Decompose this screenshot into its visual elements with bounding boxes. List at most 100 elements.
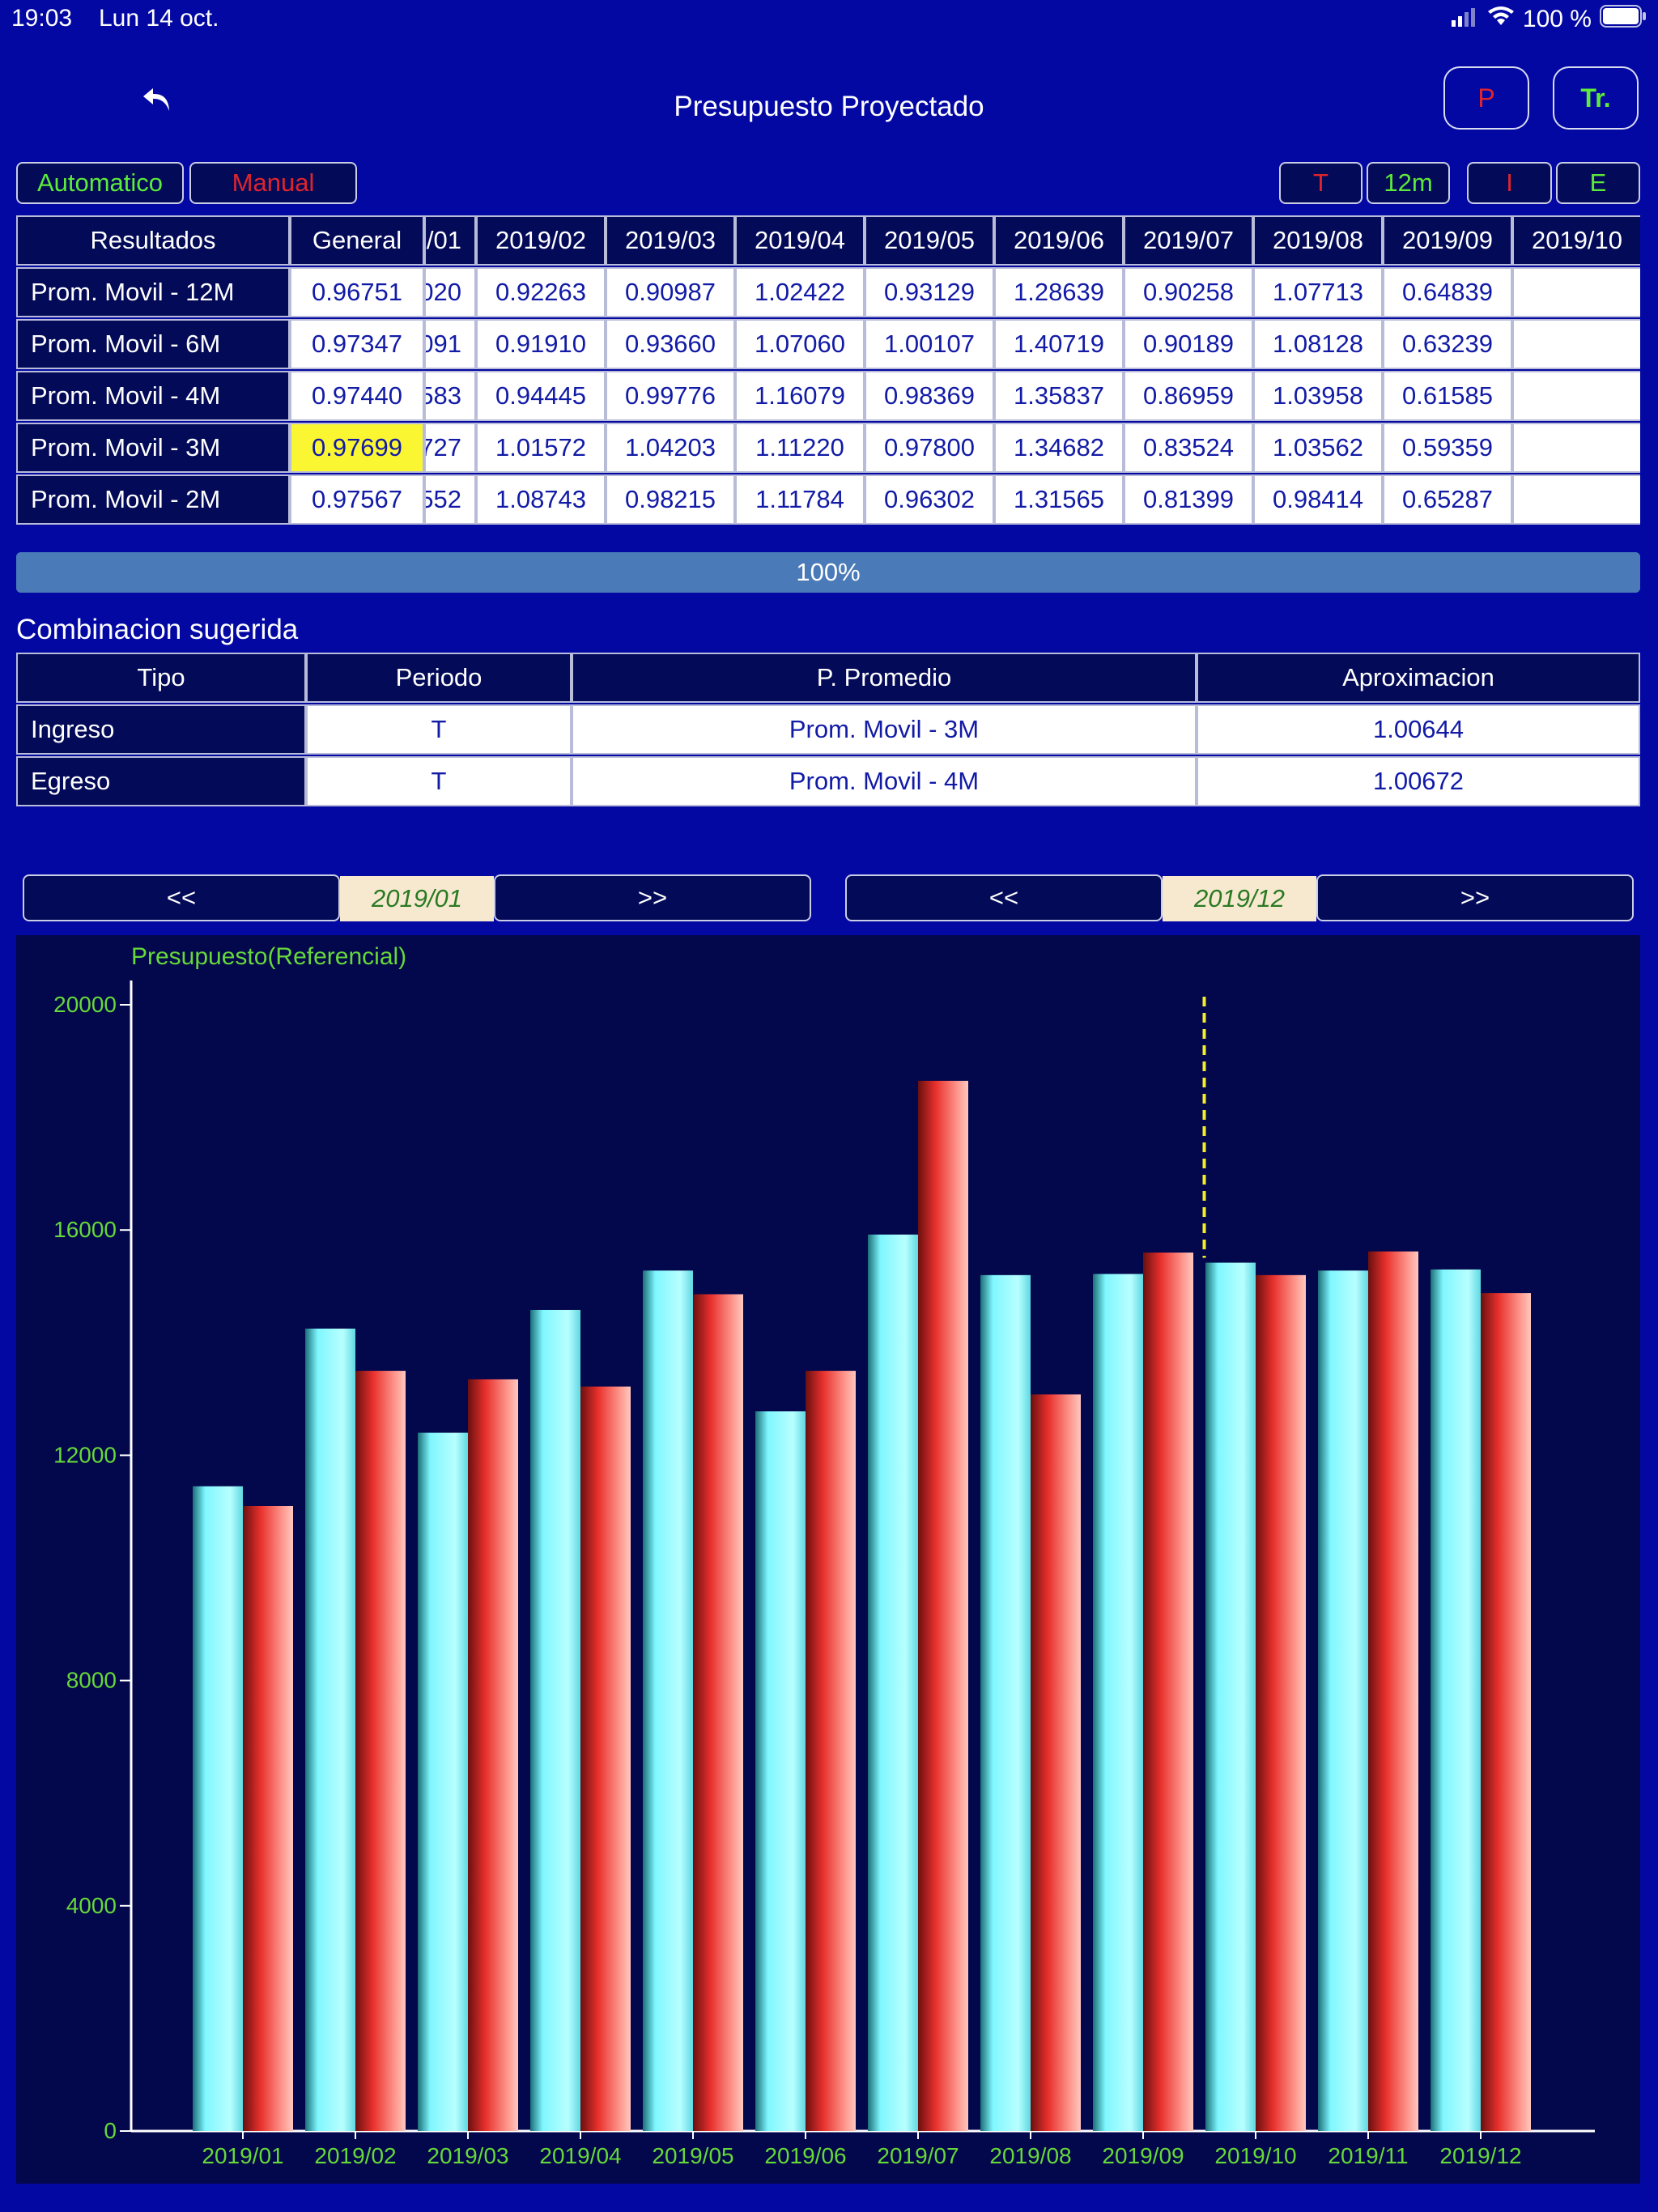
month-value[interactable]: 1.11220 bbox=[735, 423, 865, 473]
month-value[interactable]: 0.98369 bbox=[865, 371, 994, 421]
month-value[interactable]: 0.83524 bbox=[1124, 423, 1253, 473]
general-value[interactable]: 0.97567 bbox=[290, 474, 424, 525]
results-table[interactable]: Resultados General/01 2019/02 2019/03 2019/0… bbox=[16, 215, 1640, 531]
left-next-button[interactable]: >> bbox=[494, 874, 811, 921]
month-value[interactable]: 1.03562 bbox=[1253, 423, 1383, 473]
bar-series-1 bbox=[1093, 1274, 1143, 2131]
partial-value[interactable]: 020 bbox=[424, 267, 476, 317]
row-label: Prom. Movil - 4M bbox=[16, 371, 290, 421]
left-period-label: 2019/01 bbox=[340, 876, 494, 921]
month-value[interactable]: 0.97800 bbox=[865, 423, 994, 473]
month-value[interactable]: 1.11784 bbox=[735, 474, 865, 525]
month-value[interactable]: 1.00107 bbox=[865, 319, 994, 369]
month-value[interactable] bbox=[1512, 474, 1640, 525]
month-value[interactable]: 1.07713 bbox=[1253, 267, 1383, 317]
chart-title: Presupuesto(Referencial) bbox=[131, 943, 406, 970]
row-label: Prom. Movil - 6M bbox=[16, 319, 290, 369]
month-value[interactable]: 1.01572 bbox=[476, 423, 606, 473]
month-value[interactable]: 1.31565 bbox=[994, 474, 1124, 525]
month-value[interactable]: 0.96302 bbox=[865, 474, 994, 525]
bar-series-1 bbox=[1318, 1270, 1368, 2131]
month-value[interactable]: 0.81399 bbox=[1124, 474, 1253, 525]
month-value[interactable]: 0.99776 bbox=[606, 371, 735, 421]
e-button[interactable]: E bbox=[1556, 162, 1640, 204]
combination-header: P. Promedio bbox=[572, 653, 1197, 703]
month-value[interactable]: 1.16079 bbox=[735, 371, 865, 421]
bar-series-1 bbox=[643, 1270, 693, 2131]
month-value[interactable]: 0.93660 bbox=[606, 319, 735, 369]
month-header-partial: /01 bbox=[424, 215, 476, 266]
month-value[interactable]: 0.93129 bbox=[865, 267, 994, 317]
month-value[interactable] bbox=[1512, 371, 1640, 421]
t-button[interactable]: T bbox=[1279, 162, 1363, 204]
back-button[interactable] bbox=[130, 77, 186, 125]
month-value[interactable]: 0.98414 bbox=[1253, 474, 1383, 525]
month-value[interactable]: 0.86959 bbox=[1124, 371, 1253, 421]
combination-value: 1.00644 bbox=[1197, 704, 1640, 755]
month-value[interactable]: 0.98215 bbox=[606, 474, 735, 525]
month-value[interactable]: 1.34682 bbox=[994, 423, 1124, 473]
automatic-button[interactable]: Automatico bbox=[16, 162, 184, 204]
x-tick-label: 2019/10 bbox=[1214, 2143, 1296, 2168]
month-header: 2019/09 bbox=[1383, 215, 1512, 266]
i-button[interactable]: I bbox=[1467, 162, 1552, 204]
y-tick-label: 20000 bbox=[53, 992, 117, 1017]
general-value[interactable]: 0.97699 bbox=[290, 423, 424, 473]
combination-title: Combinacion sugerida bbox=[16, 614, 299, 645]
month-value[interactable]: 0.64839 bbox=[1383, 267, 1512, 317]
month-value[interactable]: 1.07060 bbox=[735, 319, 865, 369]
12m-button[interactable]: 12m bbox=[1367, 162, 1450, 204]
partial-value[interactable]: 552 bbox=[424, 474, 476, 525]
month-value[interactable]: 0.63239 bbox=[1383, 319, 1512, 369]
month-value[interactable]: 0.92263 bbox=[476, 267, 606, 317]
p-button[interactable]: P bbox=[1443, 66, 1529, 130]
partial-value[interactable]: 583 bbox=[424, 371, 476, 421]
month-value[interactable]: 1.08128 bbox=[1253, 319, 1383, 369]
month-header: 2019/06 bbox=[994, 215, 1124, 266]
month-value[interactable] bbox=[1512, 319, 1640, 369]
battery-icon bbox=[1600, 5, 1647, 34]
month-value[interactable]: 0.61585 bbox=[1383, 371, 1512, 421]
x-tick-label: 2019/12 bbox=[1439, 2143, 1521, 2168]
month-value[interactable]: 0.94445 bbox=[476, 371, 606, 421]
general-value[interactable]: 0.96751 bbox=[290, 267, 424, 317]
bar-series-1 bbox=[418, 1432, 468, 2131]
manual-button[interactable]: Manual bbox=[189, 162, 357, 204]
month-value[interactable]: 1.28639 bbox=[994, 267, 1124, 317]
combination-header: Periodo bbox=[306, 653, 572, 703]
month-value[interactable] bbox=[1512, 267, 1640, 317]
month-value[interactable]: 0.90258 bbox=[1124, 267, 1253, 317]
general-value[interactable]: 0.97347 bbox=[290, 319, 424, 369]
bar-series-1 bbox=[1205, 1262, 1256, 2131]
left-prev-button[interactable]: << bbox=[23, 874, 340, 921]
x-tick-label: 2019/01 bbox=[202, 2143, 283, 2168]
general-value[interactable]: 0.97440 bbox=[290, 371, 424, 421]
month-value[interactable]: 0.65287 bbox=[1383, 474, 1512, 525]
month-value[interactable]: 0.59359 bbox=[1383, 423, 1512, 473]
month-value[interactable]: 0.90189 bbox=[1124, 319, 1253, 369]
status-date: Lun 14 oct. bbox=[99, 5, 219, 32]
row-label: Prom. Movil - 12M bbox=[16, 267, 290, 317]
bar-series-2 bbox=[1143, 1253, 1193, 2131]
month-value[interactable]: 1.03958 bbox=[1253, 371, 1383, 421]
month-value[interactable]: 1.40719 bbox=[994, 319, 1124, 369]
right-next-button[interactable]: >> bbox=[1316, 874, 1634, 921]
bar-series-2 bbox=[806, 1371, 856, 2131]
month-value[interactable]: 0.91910 bbox=[476, 319, 606, 369]
partial-value[interactable]: 727 bbox=[424, 423, 476, 473]
chart-svg: Presupuesto(Referencial) 0 4000 8000 12000 1… bbox=[53, 943, 1595, 2168]
month-header: 2019/04 bbox=[735, 215, 865, 266]
month-value[interactable]: 1.04203 bbox=[606, 423, 735, 473]
month-value[interactable]: 1.08743 bbox=[476, 474, 606, 525]
month-value[interactable] bbox=[1512, 423, 1640, 473]
right-prev-button[interactable]: << bbox=[845, 874, 1163, 921]
month-value[interactable]: 1.35837 bbox=[994, 371, 1124, 421]
x-tick-label: 2019/08 bbox=[989, 2143, 1071, 2168]
tr-button[interactable]: Tr. bbox=[1553, 66, 1639, 130]
combination-type: Ingreso bbox=[16, 704, 306, 755]
month-value[interactable]: 0.90987 bbox=[606, 267, 735, 317]
x-tick-label: 2019/03 bbox=[427, 2143, 508, 2168]
month-value[interactable]: 1.02422 bbox=[735, 267, 865, 317]
partial-value[interactable]: 091 bbox=[424, 319, 476, 369]
x-tick-label: 2019/05 bbox=[652, 2143, 733, 2168]
